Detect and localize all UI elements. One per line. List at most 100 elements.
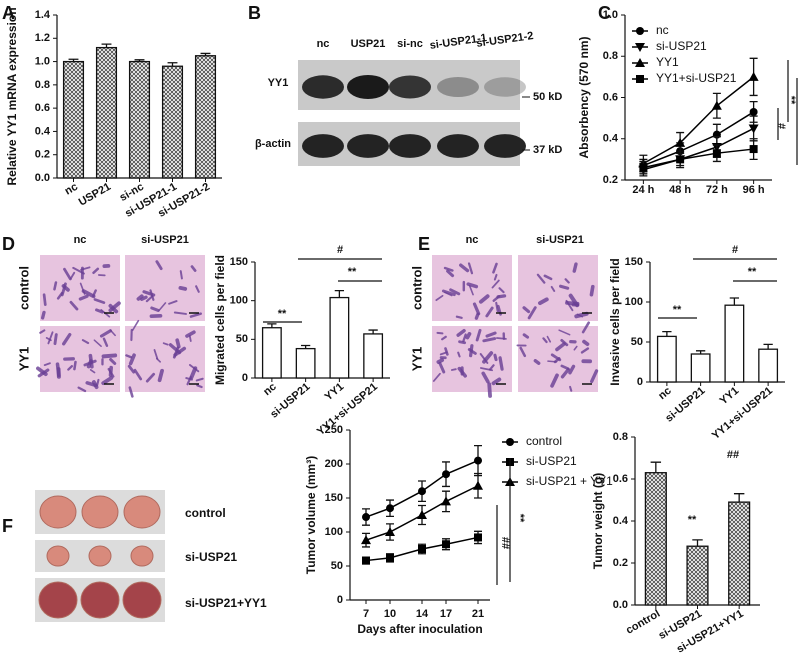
cell [491, 377, 502, 386]
cell [189, 312, 202, 318]
cell [559, 284, 570, 290]
significance-label: # [732, 244, 738, 256]
cell [56, 291, 64, 300]
cell [42, 293, 47, 306]
cell [89, 368, 96, 374]
series-line [643, 111, 755, 167]
cell [107, 367, 115, 378]
cell [498, 356, 504, 371]
cell [78, 294, 89, 301]
cell [446, 269, 455, 278]
y-tick-label: 100 [625, 296, 643, 308]
point [639, 163, 648, 172]
tumor [130, 545, 154, 567]
cell [576, 313, 584, 318]
y-tick-label: 0.0 [613, 599, 628, 611]
y-tick-label: 0.2 [603, 174, 618, 186]
cell [589, 284, 595, 297]
cell [573, 345, 578, 351]
x-tick-label: 96 h [743, 184, 765, 196]
panel-label: A [2, 3, 15, 23]
cell [175, 338, 181, 349]
x-tick-label: nc [656, 385, 674, 402]
x-tick-label: YY1 [718, 385, 742, 408]
tumor-label: si-USP21 [185, 550, 237, 564]
bar [95, 46, 118, 179]
panel-label: D [2, 234, 15, 254]
significance-label: # [775, 123, 787, 129]
cell [550, 353, 562, 362]
legend-label: nc [656, 23, 669, 37]
cell [493, 353, 498, 362]
cell [572, 262, 578, 273]
y-tick-label: 0.4 [35, 125, 51, 137]
y-tick-label: 150 [325, 492, 343, 504]
y-axis-label: Invasive cells per field [608, 258, 622, 385]
y-axis-label: Absorbency (570 nm) [577, 36, 591, 158]
cell [145, 295, 154, 303]
y-tick-label: 0.0 [35, 172, 50, 184]
legend-marker [506, 438, 514, 446]
y-tick-label: 0.8 [35, 79, 50, 91]
cell [485, 306, 494, 318]
significance-label: ## [727, 449, 739, 461]
cell [475, 328, 482, 342]
row-label: YY1 [409, 347, 424, 372]
cell [189, 366, 198, 380]
point [474, 533, 482, 542]
cell [95, 308, 104, 314]
significance-label: ** [278, 308, 287, 320]
cell [465, 332, 472, 340]
cell [522, 333, 530, 339]
x-tick-label: 14 [416, 608, 429, 620]
point [676, 155, 685, 164]
cell [53, 333, 58, 346]
y-tick-label: 0.6 [35, 102, 50, 114]
panel-label: C [598, 3, 611, 23]
y-tick-label: 0.8 [603, 50, 618, 62]
panel-label: E [418, 234, 430, 254]
cell [81, 289, 96, 299]
point [418, 487, 426, 496]
y-tick-label: 0 [337, 594, 343, 606]
cell [550, 373, 559, 388]
x-tick-label: nc [261, 381, 279, 398]
point [362, 513, 370, 522]
cell [185, 330, 196, 338]
cell [133, 368, 143, 381]
cell [443, 266, 454, 272]
cell [140, 295, 148, 301]
cell [69, 271, 76, 280]
cell [487, 382, 492, 398]
cell [99, 329, 112, 338]
cell [158, 302, 167, 312]
y-axis-label: Relative YY1 mRNA expression [5, 7, 19, 185]
point [474, 456, 482, 465]
bar [758, 348, 779, 383]
y-tick-label: 0 [242, 372, 248, 384]
cell [195, 285, 200, 293]
point [675, 137, 686, 147]
cell [558, 329, 571, 336]
cell [73, 360, 77, 371]
cell [62, 332, 72, 346]
cell [40, 310, 46, 320]
micrograph [518, 255, 598, 321]
bar [295, 347, 316, 379]
cell [537, 297, 549, 306]
cell [469, 344, 474, 358]
tumor [39, 495, 77, 529]
blot-band [347, 75, 389, 99]
legend-marker [635, 43, 645, 52]
row-label: control [409, 266, 424, 310]
bar [656, 335, 677, 383]
significance-label: ** [785, 96, 797, 105]
cell [457, 366, 467, 378]
cell [441, 335, 447, 341]
blot-row-label: YY1 [268, 77, 289, 89]
legend-label: control [526, 434, 562, 448]
lane-label: si-nc [397, 38, 423, 50]
column-label: si-USP21 [141, 234, 189, 246]
cell [444, 347, 449, 356]
